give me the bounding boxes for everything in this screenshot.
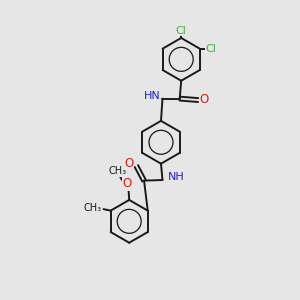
Text: HN: HN: [144, 91, 160, 100]
Text: O: O: [124, 157, 134, 169]
Text: CH₃: CH₃: [84, 203, 102, 213]
Text: Cl: Cl: [176, 26, 187, 35]
Text: O: O: [200, 93, 209, 106]
Text: O: O: [123, 177, 132, 190]
Text: CH₃: CH₃: [109, 166, 127, 176]
Text: Cl: Cl: [206, 44, 217, 54]
Text: NH: NH: [168, 172, 185, 182]
